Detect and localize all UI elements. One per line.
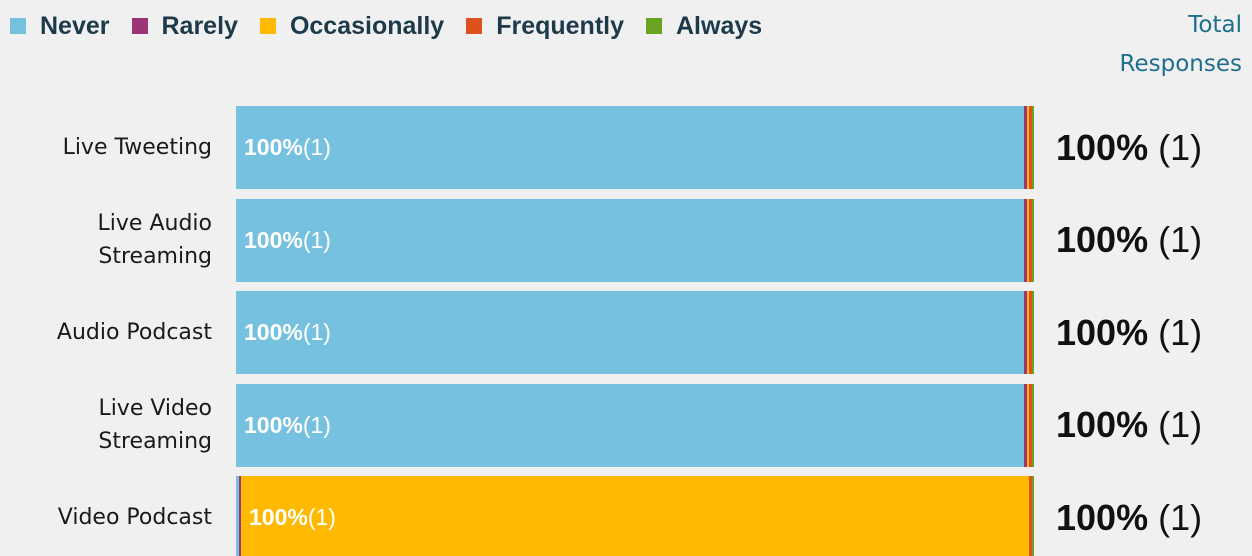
bar-row-audio-podcast: Audio Podcast 100% (1) 100% (1) <box>0 291 1252 374</box>
bar-segment-rarely[interactable] <box>1024 291 1027 374</box>
bar-segment-never[interactable]: 100% (1) <box>236 291 1024 374</box>
category-label: Live Video Streaming <box>0 384 212 467</box>
row-total: 100% (1) <box>1056 106 1202 189</box>
bar-count-label: (1) <box>302 319 331 345</box>
bar-segment-never[interactable]: 100% (1) <box>236 198 1024 282</box>
row-total: 100% (1) <box>1056 476 1202 556</box>
bar-row-video-podcast: Video Podcast 100% (1) 100% (1) <box>0 476 1252 556</box>
bar-percent-label: 100% <box>244 134 303 160</box>
category-label: Audio Podcast <box>0 291 212 374</box>
bar-data-label: 100% (1) <box>244 291 331 374</box>
legend-swatch-occasionally <box>259 18 276 34</box>
row-total-count: (1) <box>1158 126 1203 168</box>
category-label-line: Live Tweeting <box>62 135 212 160</box>
bar-data-label: 100% (1) <box>249 476 336 556</box>
category-label: Video Podcast <box>0 476 212 556</box>
legend-item-frequently: Frequently <box>466 12 624 41</box>
bar-segment-frequently[interactable] <box>1029 383 1032 467</box>
bar-segment-occasionally[interactable] <box>1026 383 1029 467</box>
row-total-count: (1) <box>1158 219 1203 260</box>
bar-segment-always[interactable] <box>1031 383 1034 467</box>
category-label-line: Streaming <box>98 429 212 454</box>
bar-count-label: (1) <box>302 134 331 160</box>
category-label: Live Audio Streaming <box>0 199 212 282</box>
legend-item-occasionally: Occasionally <box>259 11 445 41</box>
bar-count-label: (1) <box>302 226 331 253</box>
row-total-percent: 100% <box>1056 126 1149 168</box>
legend-item-rarely: Rarely <box>131 11 238 41</box>
bar-segment-frequently[interactable] <box>1029 476 1032 556</box>
bar-track: 100% (1) <box>236 106 1034 189</box>
bar-segment-occasionally[interactable]: 100% (1) <box>241 476 1029 556</box>
row-total-count: (1) <box>1158 311 1203 353</box>
bar-percent-label: 100% <box>244 226 303 253</box>
legend-swatch-rarely <box>131 18 148 34</box>
category-label-line: Live Audio <box>97 211 212 236</box>
row-total-percent: 100% <box>1056 311 1149 353</box>
bar-segment-never[interactable]: 100% (1) <box>236 106 1024 189</box>
row-total: 100% (1) <box>1056 384 1202 467</box>
bar-percent-label: 100% <box>249 504 308 530</box>
legend-swatch-always <box>646 18 662 34</box>
row-total: 100% (1) <box>1056 291 1202 374</box>
bar-segment-rarely[interactable] <box>1024 106 1027 189</box>
row-total-percent: 100% <box>1056 219 1149 260</box>
legend-label-never: Never <box>40 11 110 40</box>
bar-segment-occasionally[interactable] <box>1026 106 1029 189</box>
bar-segment-rarely[interactable] <box>1024 383 1027 467</box>
bar-percent-label: 100% <box>244 411 303 438</box>
bar-track: 100% (1) <box>236 476 1034 556</box>
legend-item-always: Always <box>646 12 762 41</box>
legend-label-frequently: Frequently <box>496 11 624 40</box>
category-label: Live Tweeting <box>0 106 212 189</box>
bar-segment-always[interactable] <box>1031 198 1034 282</box>
row-total-count: (1) <box>1158 496 1203 538</box>
row-total-percent: 100% <box>1056 404 1149 445</box>
total-header-line1: Total <box>1188 12 1242 38</box>
bar-track: 100% (1) <box>236 383 1034 467</box>
total-responses-header: Total Responses <box>1120 6 1242 84</box>
bar-segment-always[interactable] <box>1031 291 1034 374</box>
bar-data-label: 100% (1) <box>244 106 331 189</box>
category-label-line: Video Podcast <box>57 505 212 530</box>
legend-swatch-never <box>10 18 26 34</box>
bar-row-live-video-streaming: Live Video Streaming 100% (1) 100% (1) <box>0 383 1252 467</box>
bar-segment-frequently[interactable] <box>1029 291 1032 374</box>
bar-data-label: 100% (1) <box>244 384 331 467</box>
bar-track: 100% (1) <box>236 198 1034 282</box>
bar-row-live-tweeting: Live Tweeting 100% (1) 100% (1) <box>0 106 1252 189</box>
chart-legend: Never Rarely Occasionally Frequently Alw… <box>10 8 784 44</box>
legend-label-occasionally: Occasionally <box>289 11 445 40</box>
bar-segment-occasionally[interactable] <box>1026 198 1029 282</box>
row-total-percent: 100% <box>1056 496 1149 538</box>
bar-segment-never[interactable] <box>236 476 239 556</box>
category-label-line: Live Video <box>98 396 212 421</box>
bar-data-label: 100% (1) <box>244 199 331 282</box>
bar-segment-rarely[interactable] <box>238 476 241 556</box>
bar-percent-label: 100% <box>244 319 303 345</box>
total-header-line2: Responses <box>1119 51 1242 77</box>
bar-segment-rarely[interactable] <box>1024 198 1027 282</box>
bar-segment-always[interactable] <box>1031 106 1034 189</box>
bar-segment-occasionally[interactable] <box>1026 291 1029 374</box>
legend-item-never: Never <box>10 12 110 41</box>
bar-segment-always[interactable] <box>1031 476 1034 556</box>
legend-swatch-frequently <box>466 18 483 34</box>
bar-count-label: (1) <box>302 411 331 438</box>
bar-segment-never[interactable]: 100% (1) <box>236 383 1024 467</box>
bar-segment-frequently[interactable] <box>1029 198 1032 282</box>
row-total-count: (1) <box>1158 404 1203 445</box>
category-label-line: Streaming <box>98 244 212 269</box>
bar-row-live-audio-streaming: Live Audio Streaming 100% (1) 100% (1) <box>0 198 1252 282</box>
category-label-line: Audio Podcast <box>56 320 212 345</box>
bar-track: 100% (1) <box>236 291 1034 374</box>
row-total: 100% (1) <box>1056 199 1202 282</box>
legend-label-always: Always <box>676 11 763 40</box>
legend-label-rarely: Rarely <box>161 11 238 40</box>
bar-count-label: (1) <box>307 504 336 530</box>
bar-segment-frequently[interactable] <box>1029 106 1032 189</box>
